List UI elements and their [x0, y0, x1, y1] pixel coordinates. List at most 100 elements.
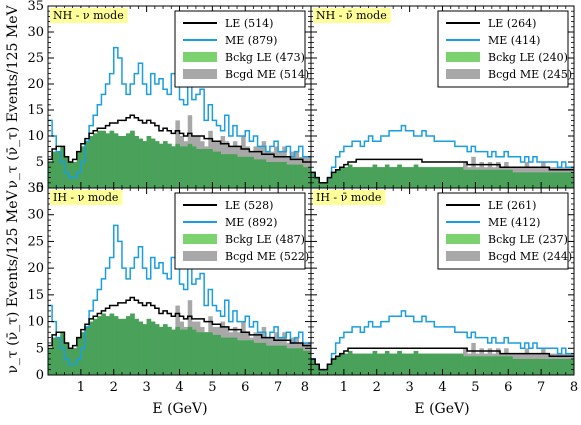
overlap-bar [372, 164, 378, 188]
legend-swatch-bckg-le [446, 234, 480, 244]
mode-label-background [50, 190, 123, 205]
overlap-bar [327, 364, 332, 375]
overlap-bar [146, 136, 152, 188]
overlap-bar [364, 353, 369, 375]
overlap-bar [508, 356, 513, 375]
overlap-bar [421, 167, 427, 188]
me-step-line [311, 310, 574, 371]
overlap-bar [339, 353, 345, 375]
overlap-bar [48, 348, 53, 375]
overlap-bar [537, 358, 542, 375]
overlap-bar [335, 169, 341, 188]
overlap-bar [163, 141, 168, 188]
overlap-bar [175, 326, 180, 375]
overlap-bar [545, 172, 550, 188]
legend-swatch-bckg-le [183, 52, 217, 62]
overlap-bar [500, 169, 505, 188]
plot-area [311, 310, 574, 375]
overlap-bar [220, 154, 226, 188]
x-tick-label: 2 [373, 380, 381, 395]
legend-label: Bcgd ME (244) [488, 250, 572, 263]
overlap-bar [352, 353, 357, 375]
overlap-bar [208, 149, 213, 188]
legend: LE (261) ME (412) Bckg LE (237) Bcgd ME (24… [437, 192, 572, 270]
overlap-bar [380, 167, 386, 188]
background-overlap-bars [48, 313, 311, 375]
overlap-bar [421, 353, 427, 375]
overlap-bar [467, 356, 472, 375]
x-tick-label: 3 [405, 380, 413, 395]
y-axis-title-bottom: ν_τ (ν̄_τ) Events/125 MeV [5, 190, 21, 374]
x-tick-label: 7 [274, 380, 282, 395]
y-tick-label: 20 [27, 261, 44, 276]
overlap-bar [413, 164, 419, 188]
overlap-bar [458, 353, 464, 375]
overlap-bar [475, 169, 480, 188]
overlap-bar [142, 141, 148, 188]
overlap-bar [549, 172, 554, 188]
y-tick-label: 15 [27, 288, 44, 303]
overlap-bar [60, 332, 65, 375]
overlap-bar [97, 316, 102, 375]
overlap-bar [245, 156, 250, 188]
legend-label: Bckg LE (240) [488, 51, 568, 64]
overlap-bar [569, 172, 574, 188]
overlap-bar [237, 156, 242, 188]
legend-swatch-bcgd-me [446, 69, 480, 79]
overlap-bar [274, 345, 279, 375]
overlap-bar [245, 340, 250, 375]
overlap-bar [150, 321, 156, 375]
overlap-bar [126, 133, 131, 188]
overlap-bar [97, 130, 102, 188]
overlap-bar [446, 353, 452, 375]
overlap-bar [565, 172, 571, 188]
overlap-bar [257, 342, 263, 375]
overlap-bar [450, 353, 456, 375]
overlap-bar [557, 358, 563, 375]
overlap-bar [80, 332, 86, 375]
overlap-bar [512, 172, 517, 188]
overlap-bar [265, 345, 271, 375]
overlap-bar [561, 172, 567, 188]
overlap-bar [76, 337, 82, 375]
overlap-bar [569, 358, 574, 375]
overlap-bar [483, 169, 489, 188]
y-tick-label: 20 [27, 77, 44, 92]
x-tick-label: 5 [471, 380, 479, 395]
overlap-bar [463, 169, 468, 188]
legend-label: Bcgd ME (245) [488, 68, 572, 81]
le-step-line [311, 347, 574, 371]
x-tick-label: 6 [241, 380, 249, 395]
legend: LE (514) ME (879) Bckg LE (473) Bcgd ME (51… [174, 10, 309, 88]
overlap-bar [195, 149, 201, 188]
overlap-bar [76, 151, 82, 188]
y-tick-label: 0 [36, 368, 44, 383]
mode-label-text: IH - ν̄ mode [316, 191, 381, 204]
y-tick-label: 35 [27, 0, 44, 14]
overlap-bar [220, 337, 226, 375]
overlap-bar [134, 136, 139, 188]
overlap-bar [154, 141, 160, 188]
overlap-bar [389, 353, 394, 375]
overlap-bar [393, 353, 398, 375]
y-tick-label: 0 [36, 181, 44, 196]
overlap-bar [52, 151, 57, 188]
overlap-bar [232, 154, 238, 188]
overlap-bar [298, 348, 304, 375]
overlap-bar [216, 334, 221, 375]
overlap-bar [269, 345, 275, 375]
overlap-bar [467, 169, 472, 188]
overlap-bar [68, 162, 74, 188]
le-step-line [311, 158, 574, 184]
legend-label: ME (412) [488, 216, 540, 229]
overlap-bar [360, 167, 365, 188]
x-tick-label: 1 [340, 380, 348, 395]
overlap-bar [454, 353, 460, 375]
overlap-bar [475, 356, 480, 375]
background-overlap-bars [311, 164, 574, 188]
x-tick-label: 8 [301, 380, 309, 395]
overlap-bar [306, 350, 311, 375]
overlap-bar [274, 162, 279, 188]
le-step-line [48, 296, 311, 350]
